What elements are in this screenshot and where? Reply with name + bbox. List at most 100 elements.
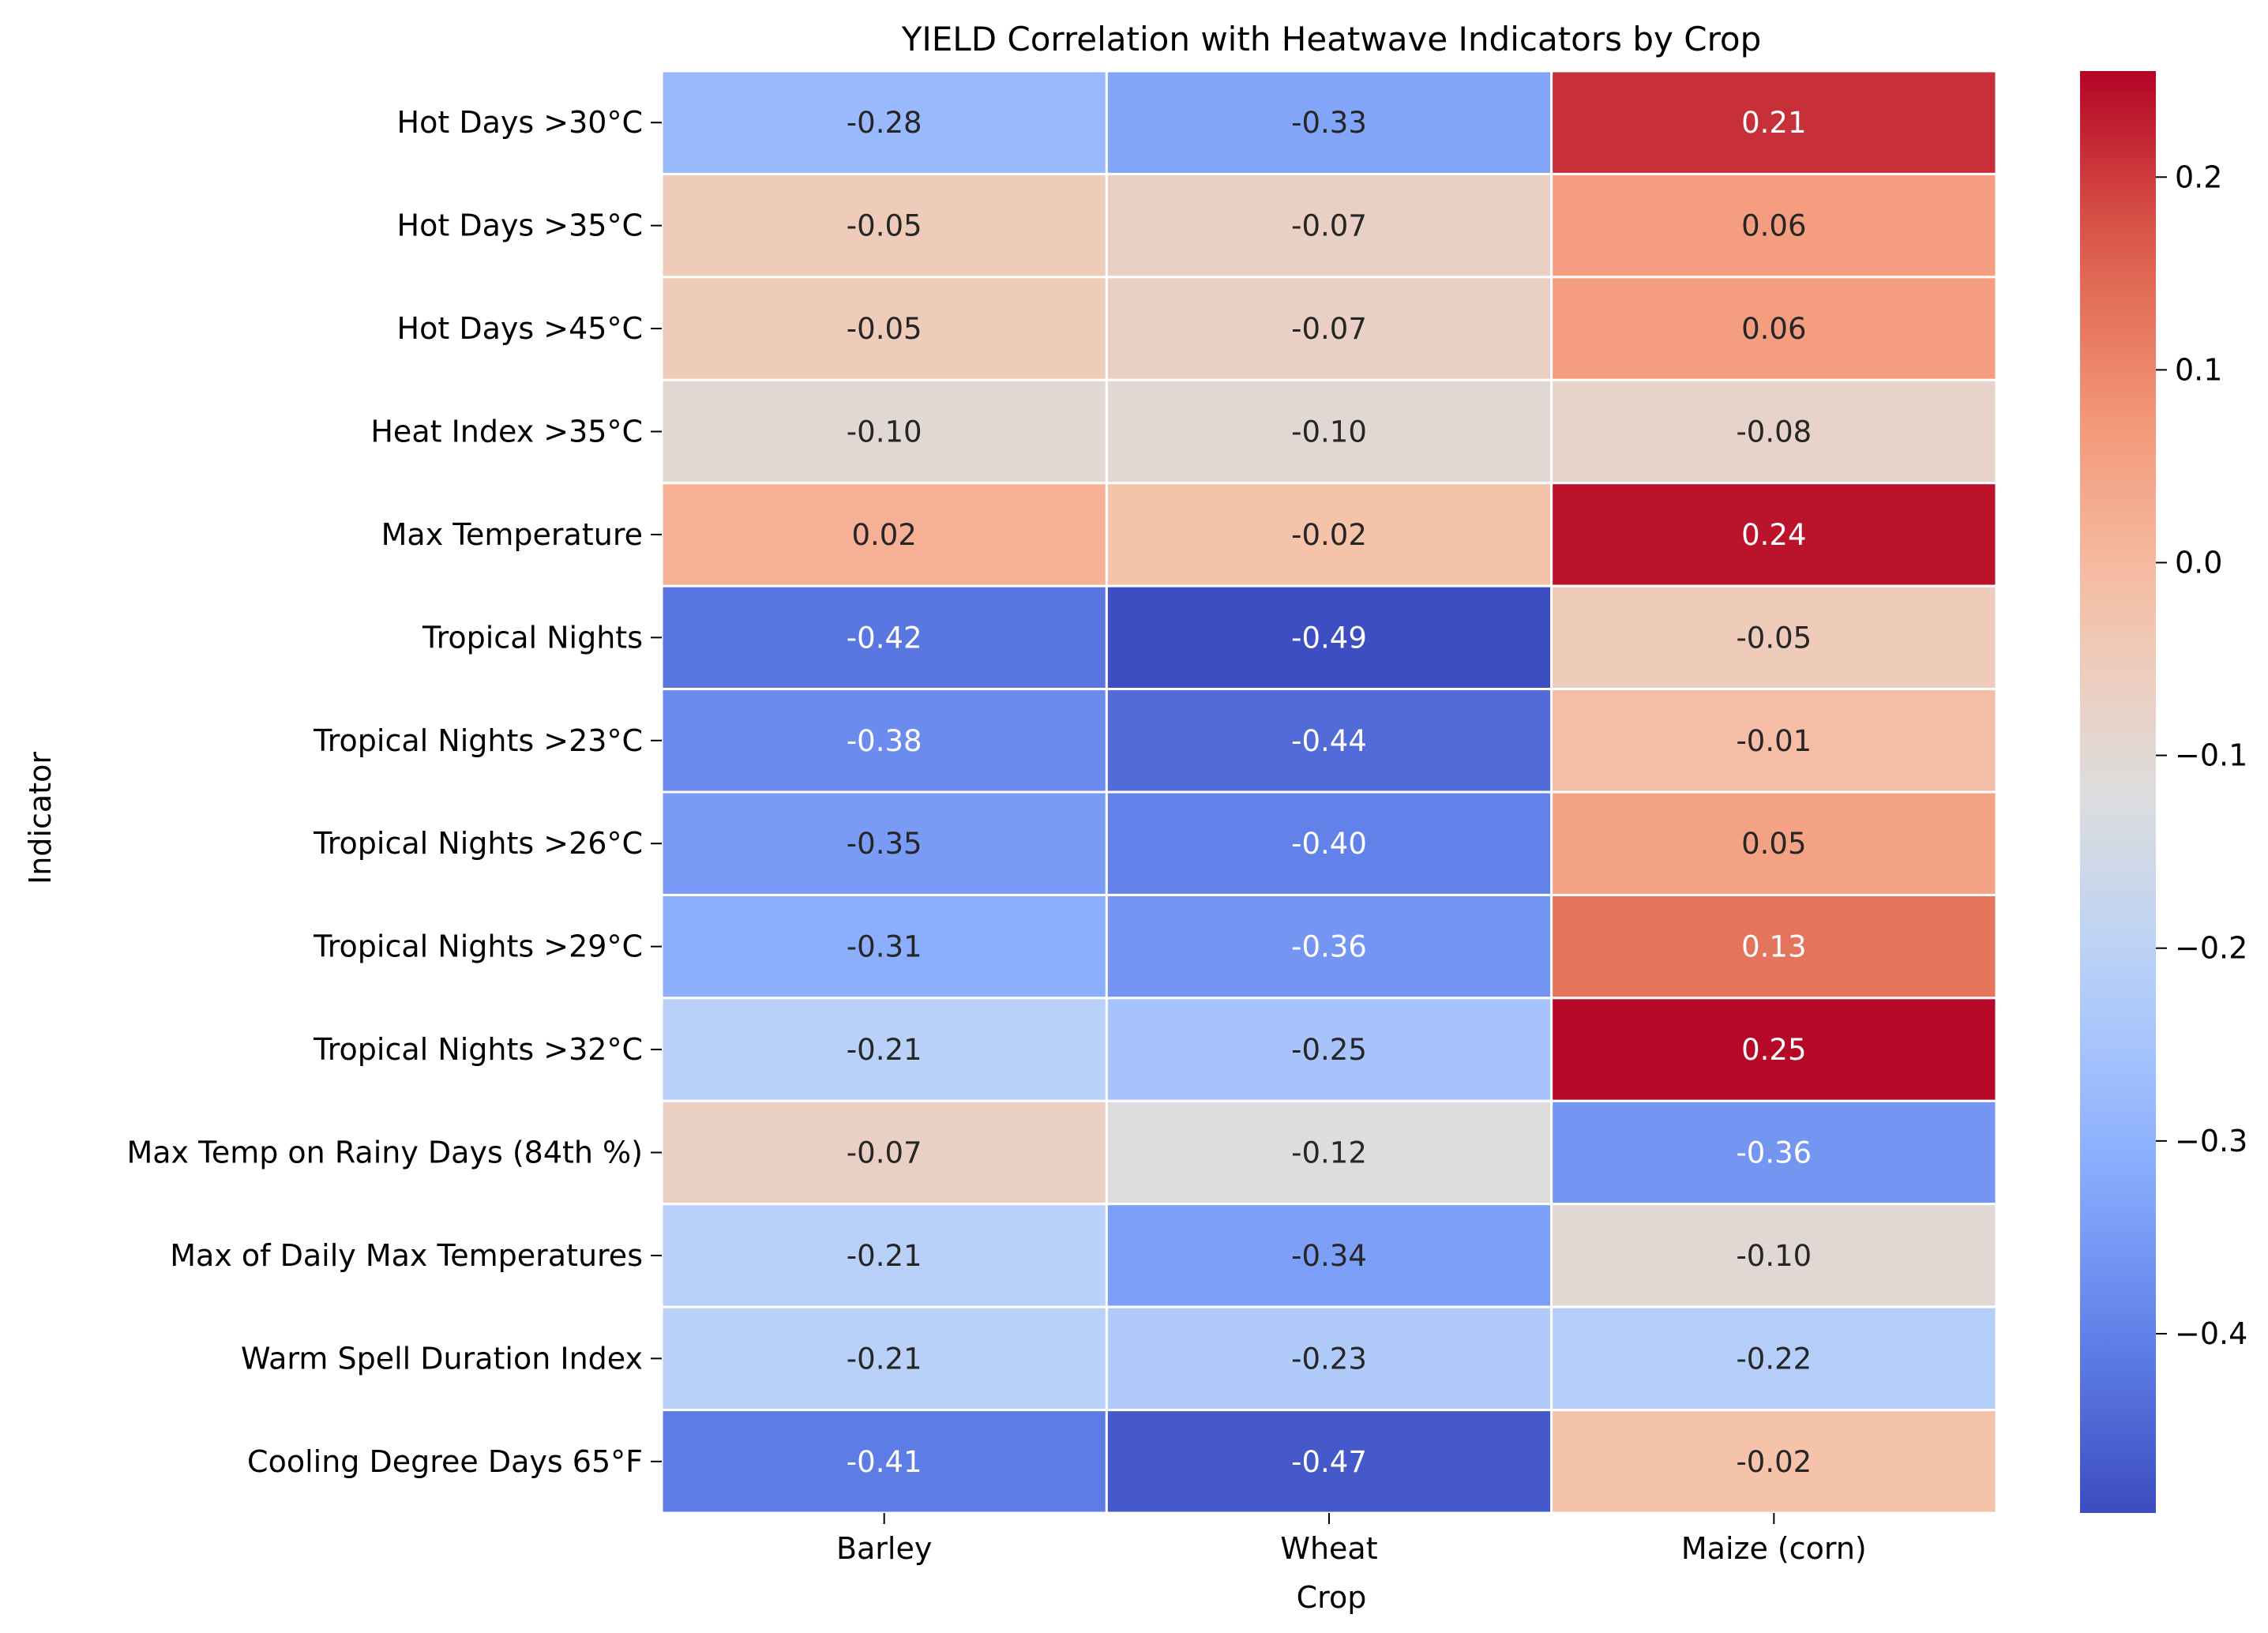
cell-value-label: 0.21 (1741, 106, 1806, 140)
heatmap-cell (660, 790, 1108, 896)
heatmap-cell (1550, 482, 1998, 588)
cell-value-label: -0.10 (1736, 1239, 1812, 1273)
colorbar-tick-label: 0.2 (2175, 160, 2222, 194)
colorbar-tick-label: −0.3 (2175, 1124, 2247, 1158)
cell-value-label: -0.38 (847, 724, 922, 758)
cell-value-label: -0.01 (1736, 724, 1812, 758)
cell-value-label: -0.31 (847, 930, 922, 964)
heatmap-cell (1550, 893, 1998, 1000)
x-tick-label: Wheat (1280, 1531, 1377, 1566)
cell-value-label: 0.05 (1741, 827, 1806, 861)
cell-value-label: 0.25 (1741, 1033, 1806, 1067)
cell-value-label: -0.05 (847, 209, 922, 243)
y-tick-labels: Hot Days >30°C Hot Days >35°C Hot Days >45… (126, 105, 662, 1479)
cell-value-label: -0.47 (1291, 1445, 1367, 1479)
x-tick-labels: Barley Wheat Maize (corn) (836, 1513, 1867, 1566)
colorbar: 0.2 0.1 0.0 −0.1 −0.2 −0.3 −0.4 (2080, 71, 2247, 1513)
heatmap-cell (660, 69, 1108, 175)
y-tick-label: Hot Days >45°C (397, 311, 643, 346)
cell-value-label: -0.34 (1291, 1239, 1367, 1273)
cell-value-label: -0.33 (1291, 106, 1367, 140)
cell-value-label: -0.36 (1291, 930, 1367, 964)
cell-value-label: -0.21 (847, 1342, 922, 1376)
cell-value-label: -0.22 (1736, 1342, 1812, 1376)
cell-value-label: -0.08 (1736, 415, 1812, 449)
cell-value-label: -0.35 (847, 827, 922, 861)
y-tick-label: Hot Days >30°C (397, 105, 643, 140)
colorbar-tick-label: −0.2 (2175, 931, 2247, 966)
y-tick-label: Heat Index >35°C (370, 415, 643, 449)
heatmap-cell (1105, 1203, 1553, 1308)
cell-value-label: -0.12 (1291, 1136, 1367, 1170)
cell-value-label: -0.07 (1291, 312, 1367, 346)
cell-value-label: -0.40 (1291, 827, 1367, 861)
chart-title: YIELD Correlation with Heatwave Indicato… (901, 20, 1762, 58)
heatmap-cell (660, 1099, 1108, 1206)
y-tick-label: Cooling Degree Days 65°F (247, 1444, 643, 1479)
y-tick-label: Tropical Nights >23°C (313, 723, 643, 758)
x-tick-label: Maize (corn) (1681, 1531, 1867, 1566)
cell-value-label: -0.41 (847, 1445, 922, 1479)
cell-value-label: 0.02 (851, 518, 916, 552)
heatmap-cell (660, 1409, 1108, 1515)
heatmap-cell (660, 997, 1108, 1102)
colorbar-tick-label: 0.1 (2175, 352, 2222, 387)
x-axis-label: Crop (1297, 1580, 1367, 1615)
heatmap-cell (1105, 276, 1553, 381)
heatmap-cell (660, 893, 1108, 1000)
y-tick-label: Tropical Nights (422, 620, 643, 655)
y-tick-label: Hot Days >35°C (397, 208, 643, 243)
y-tick-label: Tropical Nights >29°C (313, 929, 643, 964)
cell-value-label: -0.02 (1736, 1445, 1812, 1479)
heatmap-cell (1105, 688, 1553, 794)
cell-value-label: -0.07 (847, 1136, 922, 1170)
cell-value-label: -0.36 (1736, 1136, 1812, 1170)
cell-value-label: 0.24 (1741, 518, 1806, 552)
heatmap-cell (1550, 584, 1998, 691)
heatmap-cell (1550, 1203, 1998, 1308)
y-tick-label: Max Temp on Rainy Days (84th %) (126, 1136, 643, 1170)
colorbar-tick-label: −0.4 (2175, 1316, 2247, 1351)
heatmap-cells: -0.28 -0.33 0.21 -0.05 -0.07 0.06 -0.05 -0.07 0.… (660, 69, 1998, 1515)
x-tick-label: Barley (836, 1531, 932, 1566)
cell-value-label: 0.06 (1741, 312, 1806, 346)
y-tick-label: Warm Spell Duration Index (241, 1341, 643, 1376)
heatmap-cell (1105, 69, 1553, 175)
cell-value-label: -0.44 (1291, 724, 1367, 758)
colorbar-tick-label: 0.0 (2175, 546, 2222, 580)
heatmap-cell (1550, 69, 1998, 175)
cell-value-label: -0.07 (1291, 209, 1367, 243)
cell-value-label: -0.05 (847, 312, 922, 346)
cell-value-label: 0.06 (1741, 209, 1806, 243)
y-tick-label: Tropical Nights >32°C (313, 1032, 643, 1067)
cell-value-label: -0.49 (1291, 621, 1367, 655)
heatmap-cell (1550, 997, 1998, 1102)
heatmap-cell (660, 172, 1108, 279)
cell-value-label: -0.10 (1291, 415, 1367, 449)
heatmap-cell (1550, 378, 1998, 485)
heatmap-cell (1550, 1099, 1998, 1206)
cell-value-label: -0.21 (847, 1033, 922, 1067)
heatmap-cell (1550, 172, 1998, 279)
heatmap-cell (1105, 790, 1553, 896)
cell-value-label: -0.10 (847, 415, 922, 449)
heatmap-cell (1105, 1305, 1553, 1412)
heatmap-cell (1105, 482, 1553, 588)
heatmap-cell (660, 1305, 1108, 1412)
cell-value-label: -0.02 (1291, 518, 1367, 552)
y-tick-label: Tropical Nights >26°C (313, 826, 643, 861)
y-axis-label: Indicator (23, 752, 58, 884)
heatmap-cell (660, 688, 1108, 794)
cell-value-label: 0.13 (1741, 930, 1806, 964)
cell-value-label: -0.28 (847, 106, 922, 140)
colorbar-gradient (2080, 71, 2156, 1513)
heatmap-cell (660, 378, 1108, 485)
heatmap-cell (1550, 1409, 1998, 1515)
cell-value-label: -0.21 (847, 1239, 922, 1273)
cell-value-label: -0.42 (847, 621, 922, 655)
heatmap-cell (1105, 997, 1553, 1102)
y-tick-label: Max of Daily Max Temperatures (170, 1238, 643, 1273)
colorbar-tick-label: −0.1 (2175, 738, 2247, 773)
cell-value-label: -0.23 (1291, 1342, 1367, 1376)
